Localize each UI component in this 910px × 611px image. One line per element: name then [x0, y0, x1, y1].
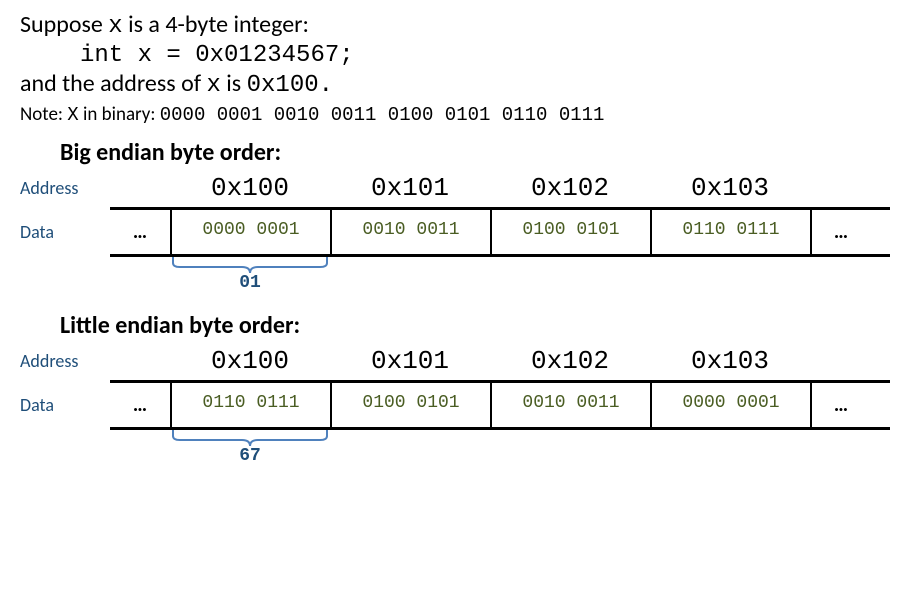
intro-text: is a 4-byte integer: — [123, 10, 309, 39]
address-label: Address — [20, 177, 110, 199]
dot: . — [319, 72, 333, 99]
data-cell: 0100 0101 — [490, 210, 650, 254]
data-cell: 0010 0011 — [490, 383, 650, 427]
address-label: Address — [20, 350, 110, 372]
addr-cell: 0x101 — [330, 173, 490, 203]
note-binary: 0000 0001 0010 0011 0100 0101 0110 0111 — [160, 104, 605, 126]
data-cell: 0110 0111 — [650, 210, 810, 254]
code-declaration: int x = 0x01234567; — [20, 42, 890, 69]
note-line: Note: X in binary: 0000 0001 0010 0011 0… — [20, 103, 890, 126]
addr-cell: 0x102 — [490, 173, 650, 203]
note-var: X — [67, 104, 78, 126]
little-endian-title: Little endian byte order: — [20, 311, 890, 340]
data-row: Data … 0000 0001 0010 0011 0100 0101 011… — [20, 207, 890, 257]
addr-cell: 0x103 — [650, 173, 810, 203]
data-cell: 0010 0011 — [330, 210, 490, 254]
var-x: x — [108, 13, 122, 40]
intro-line-3: and the address of x is 0x100. — [20, 69, 890, 99]
ellipsis: … — [810, 210, 870, 254]
addr-cell: 0x101 — [330, 346, 490, 376]
brace-label: 67 — [170, 446, 330, 466]
data-cell: 0100 0101 — [330, 383, 490, 427]
addr-value: 0x100 — [247, 72, 319, 99]
brace-annotation: 67 — [20, 430, 890, 472]
note-mid: in binary: — [79, 103, 160, 126]
address-row: Address 0x100 0x101 0x102 0x103 — [20, 346, 890, 376]
data-cell: 0110 0111 — [170, 383, 330, 427]
address-row: Address 0x100 0x101 0x102 0x103 — [20, 173, 890, 203]
intro-line-1: Suppose x is a 4-byte integer: — [20, 10, 890, 40]
addr-cell: 0x100 — [170, 346, 330, 376]
data-label: Data — [20, 221, 110, 243]
addr-cell: 0x100 — [170, 173, 330, 203]
data-cell: 0000 0001 — [650, 383, 810, 427]
intro-text: Suppose — [20, 10, 108, 39]
ellipsis: … — [810, 383, 870, 427]
big-endian-table: Address 0x100 0x101 0x102 0x103 Data … 0… — [20, 173, 890, 299]
ellipsis: … — [110, 210, 170, 254]
intro-text: is — [221, 69, 247, 98]
brace-annotation: 01 — [20, 257, 890, 299]
addr-cell: 0x102 — [490, 346, 650, 376]
var-x: x — [206, 72, 220, 99]
data-label: Data — [20, 394, 110, 416]
big-endian-title: Big endian byte order: — [20, 138, 890, 167]
brace-label: 01 — [170, 273, 330, 293]
ellipsis: … — [110, 383, 170, 427]
note-prefix: Note: — [20, 103, 67, 126]
intro-text: and the address of — [20, 69, 206, 98]
data-row: Data … 0110 0111 0100 0101 0010 0011 000… — [20, 380, 890, 430]
data-cell: 0000 0001 — [170, 210, 330, 254]
little-endian-table: Address 0x100 0x101 0x102 0x103 Data … 0… — [20, 346, 890, 472]
addr-cell: 0x103 — [650, 346, 810, 376]
